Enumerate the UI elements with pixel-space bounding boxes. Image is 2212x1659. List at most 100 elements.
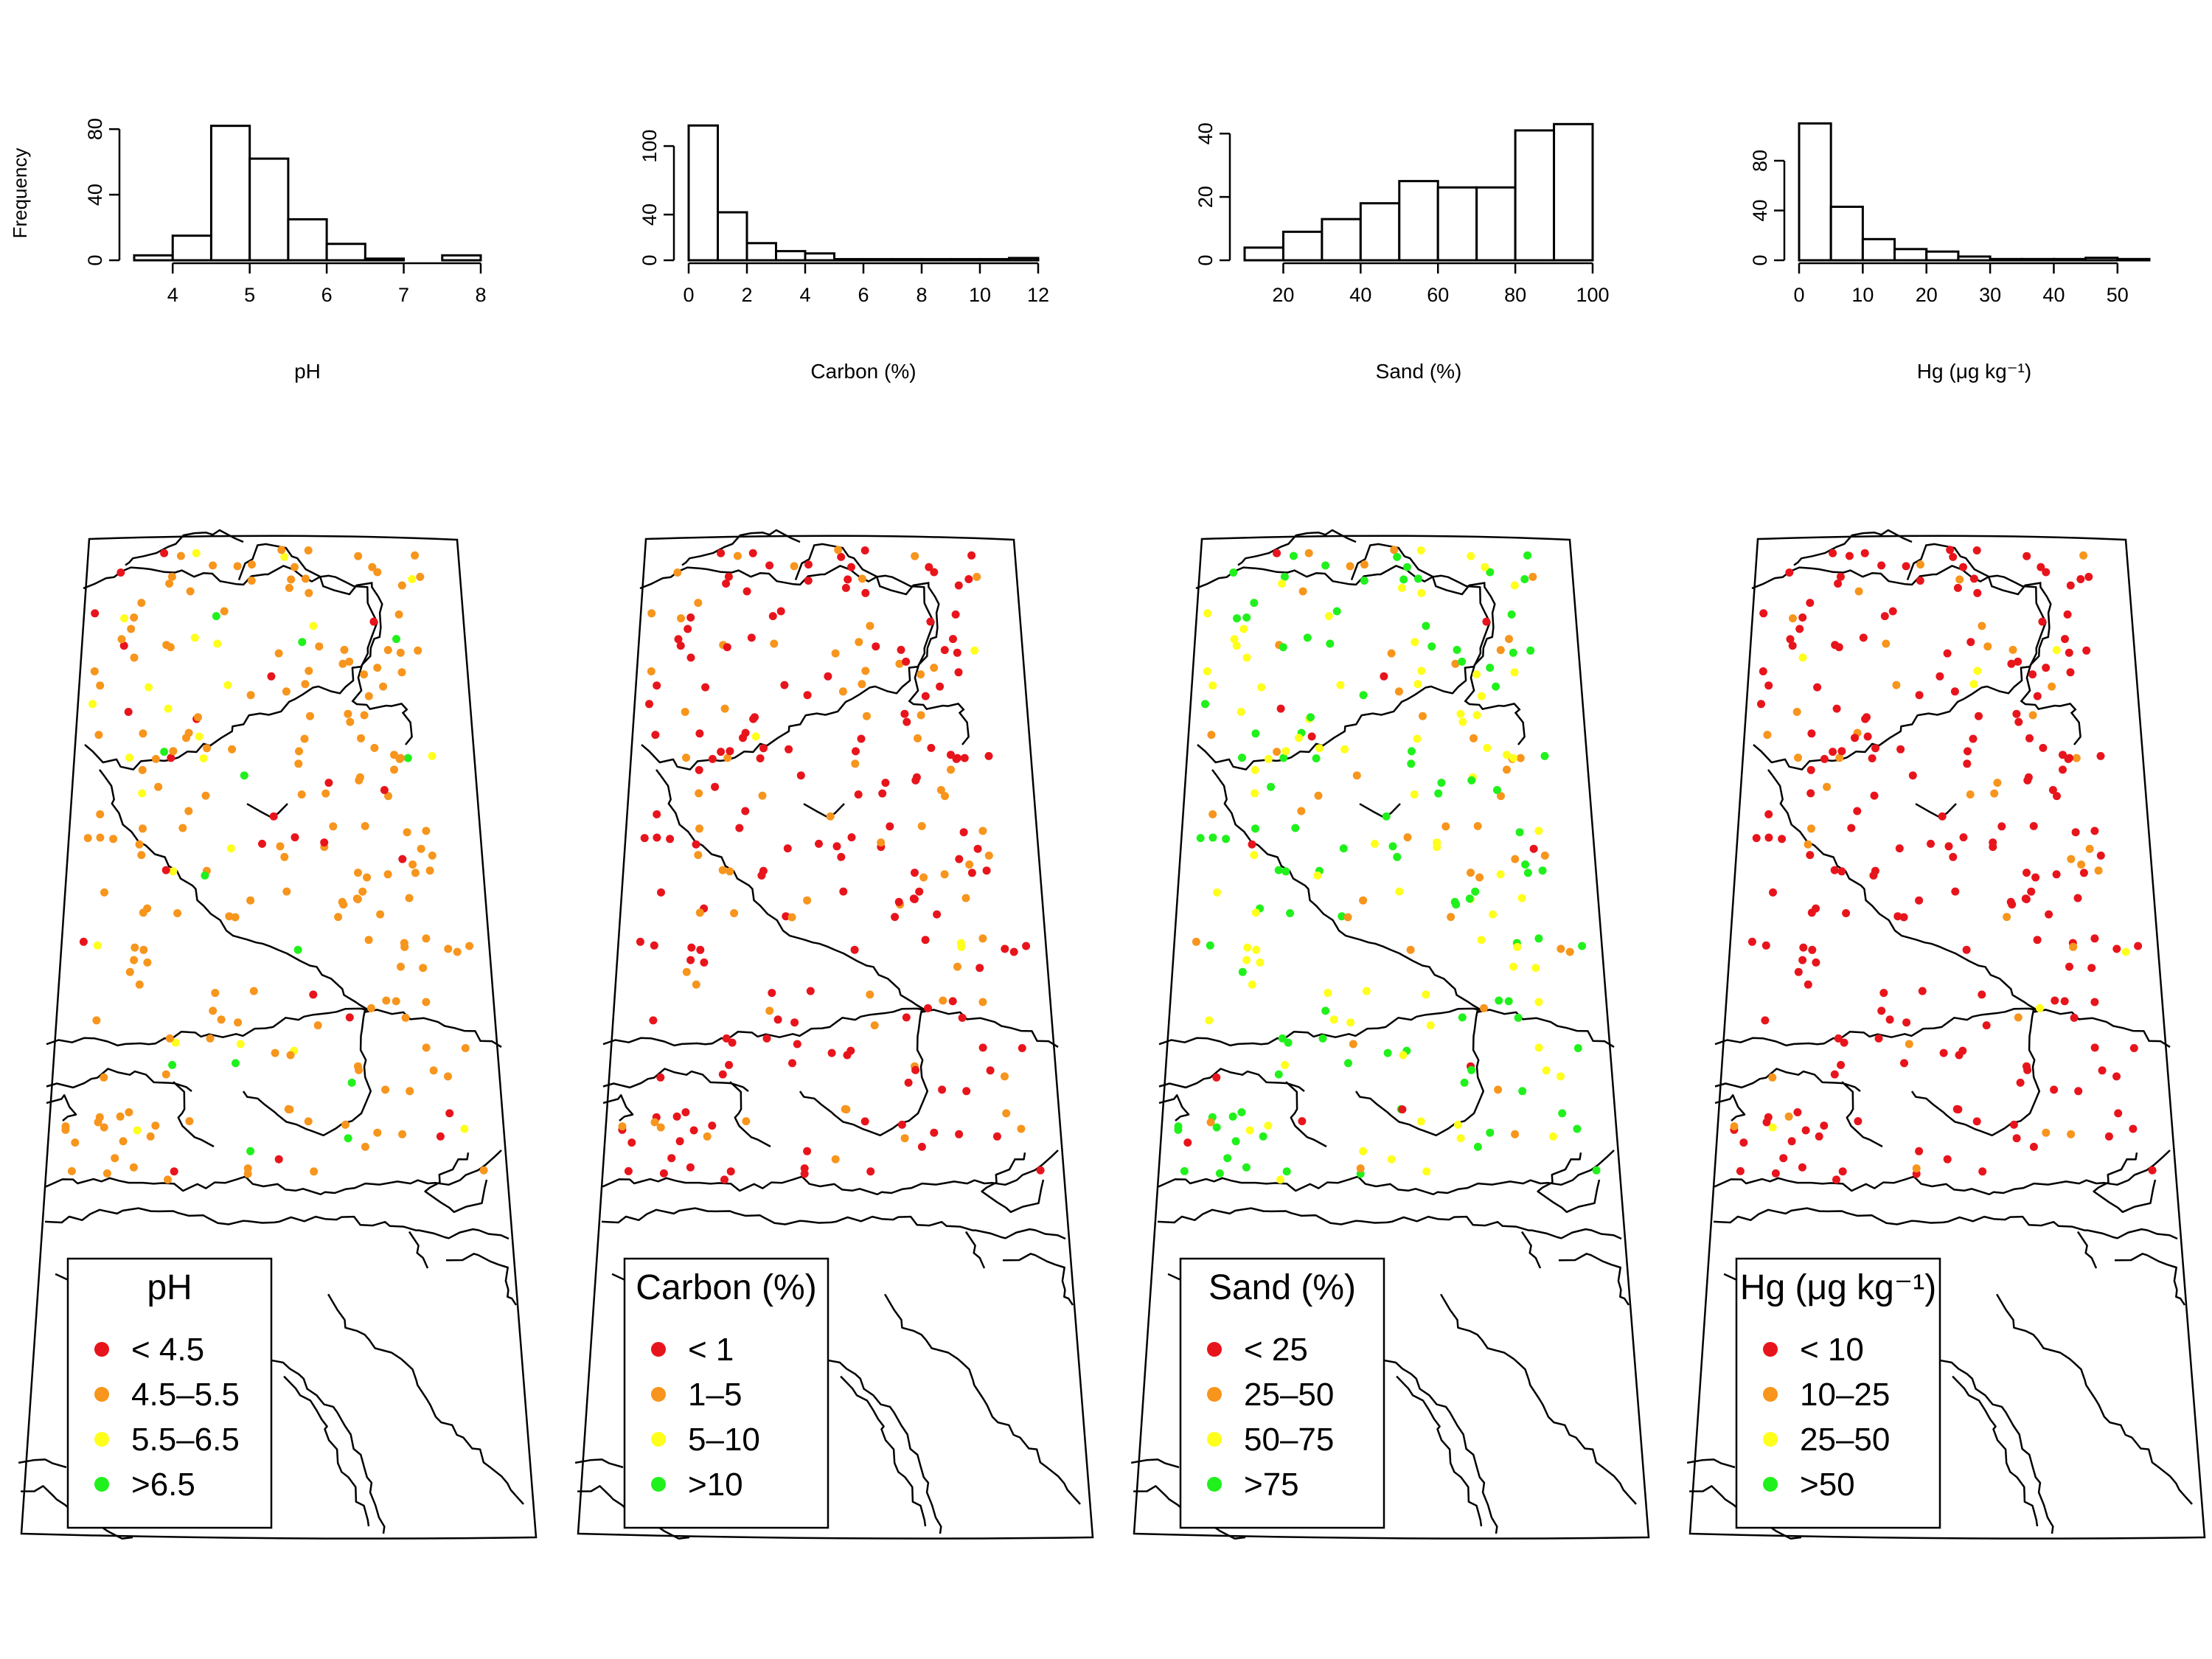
sample-point	[1447, 913, 1455, 922]
sample-point	[170, 1167, 178, 1176]
sample-point	[1778, 835, 1787, 844]
region-boundary	[45, 1150, 502, 1196]
histogram-bar	[1798, 122, 1832, 262]
sample-point	[686, 1163, 695, 1172]
sample-point	[2094, 866, 2103, 875]
sample-point	[681, 708, 689, 716]
sample-point	[355, 776, 364, 785]
legend: pH < 4.5 4.5–5.5 5.5–6.5 >6.5	[66, 1257, 273, 1529]
sample-point	[1248, 980, 1256, 989]
region-boundary	[1158, 1007, 1482, 1047]
histogram-bar	[2020, 257, 2055, 262]
sample-point	[953, 754, 961, 762]
sample-point	[2112, 1072, 2121, 1081]
region-boundary	[1359, 803, 1401, 818]
x-tick-label: 30	[1979, 284, 2001, 306]
sample-point	[1417, 667, 1426, 675]
sample-point	[659, 1169, 668, 1178]
sample-point	[917, 821, 926, 830]
sample-point	[1509, 962, 1517, 971]
sample-point	[1916, 560, 1924, 569]
sample-point	[1467, 552, 1475, 560]
sample-point	[1497, 792, 1505, 801]
sample-point	[2082, 646, 2091, 655]
sample-point	[1768, 1123, 1777, 1132]
sample-point	[949, 635, 957, 644]
sample-point	[2129, 1044, 2138, 1052]
sample-point	[109, 835, 118, 844]
histogram-bar	[133, 254, 174, 262]
sample-point	[1798, 653, 1807, 662]
sample-point	[2129, 1124, 2138, 1133]
sample-point	[376, 910, 385, 919]
sample-point	[1264, 754, 1273, 763]
sample-point	[1291, 824, 1300, 832]
sample-point	[673, 568, 682, 577]
sample-point	[2033, 692, 2042, 700]
sample-point	[119, 1137, 128, 1146]
sample-point	[838, 687, 847, 696]
coastline	[794, 543, 970, 745]
sample-point	[1510, 668, 1519, 677]
sample-point	[1511, 855, 1520, 863]
sample-point	[1279, 754, 1288, 762]
sample-point	[780, 681, 789, 689]
sample-point	[1523, 551, 1532, 560]
sample-point	[1807, 908, 1816, 917]
sample-point	[1972, 1117, 1981, 1126]
sample-point	[645, 700, 653, 709]
sample-point	[295, 747, 303, 756]
sample-point	[61, 1122, 70, 1131]
sample-point	[1403, 563, 1411, 571]
sample-point	[653, 833, 661, 842]
sample-point	[1798, 613, 1807, 622]
sample-point	[138, 789, 147, 798]
sample-point	[657, 888, 665, 897]
sample-point	[1416, 1117, 1425, 1126]
sample-point	[954, 581, 963, 590]
sample-point	[1496, 870, 1505, 879]
sample-point	[2065, 754, 2073, 762]
sample-point	[839, 887, 848, 896]
y-tick-label: 80	[1749, 150, 1771, 172]
sample-point	[1851, 734, 1859, 742]
sample-point	[917, 670, 925, 679]
sample-point	[390, 751, 398, 759]
sample-point	[1966, 638, 1975, 647]
sample-point	[1792, 708, 1801, 716]
sample-point	[398, 1130, 407, 1138]
sample-point	[96, 833, 105, 842]
sample-point	[1761, 941, 1770, 950]
sample-point	[1229, 568, 1238, 577]
sample-point	[1877, 1006, 1886, 1015]
histogram-bar	[1008, 257, 1040, 262]
sample-point	[392, 997, 400, 1006]
sample-point	[83, 834, 92, 843]
sample-point	[1286, 909, 1295, 917]
region-boundary	[1751, 565, 2047, 771]
sample-point	[117, 635, 126, 644]
x-tick-label: 10	[969, 284, 991, 306]
sample-point	[2027, 887, 2036, 896]
sample-point	[2121, 947, 2130, 956]
sample-point	[124, 708, 133, 716]
sample-point	[1990, 789, 1999, 798]
sample-point	[246, 896, 255, 905]
sample-point	[2090, 998, 2099, 1006]
sample-point	[1915, 691, 1924, 700]
region-boundary	[173, 1081, 215, 1148]
sample-point	[1793, 1108, 1802, 1116]
sample-point	[695, 765, 703, 774]
sample-point	[904, 1078, 913, 1087]
legend-marker	[1207, 1477, 1222, 1492]
sample-point	[340, 645, 349, 654]
x-axis-label: Hg (μg kg⁻¹)	[1917, 360, 2031, 383]
sample-point	[2090, 934, 2099, 943]
sample-point	[1761, 1016, 1770, 1025]
sample-point	[428, 851, 437, 860]
sample-point	[1434, 789, 1443, 798]
sample-point	[1324, 989, 1332, 998]
sample-point	[2070, 1013, 2079, 1022]
sample-point	[851, 759, 860, 768]
sample-point	[682, 967, 691, 976]
